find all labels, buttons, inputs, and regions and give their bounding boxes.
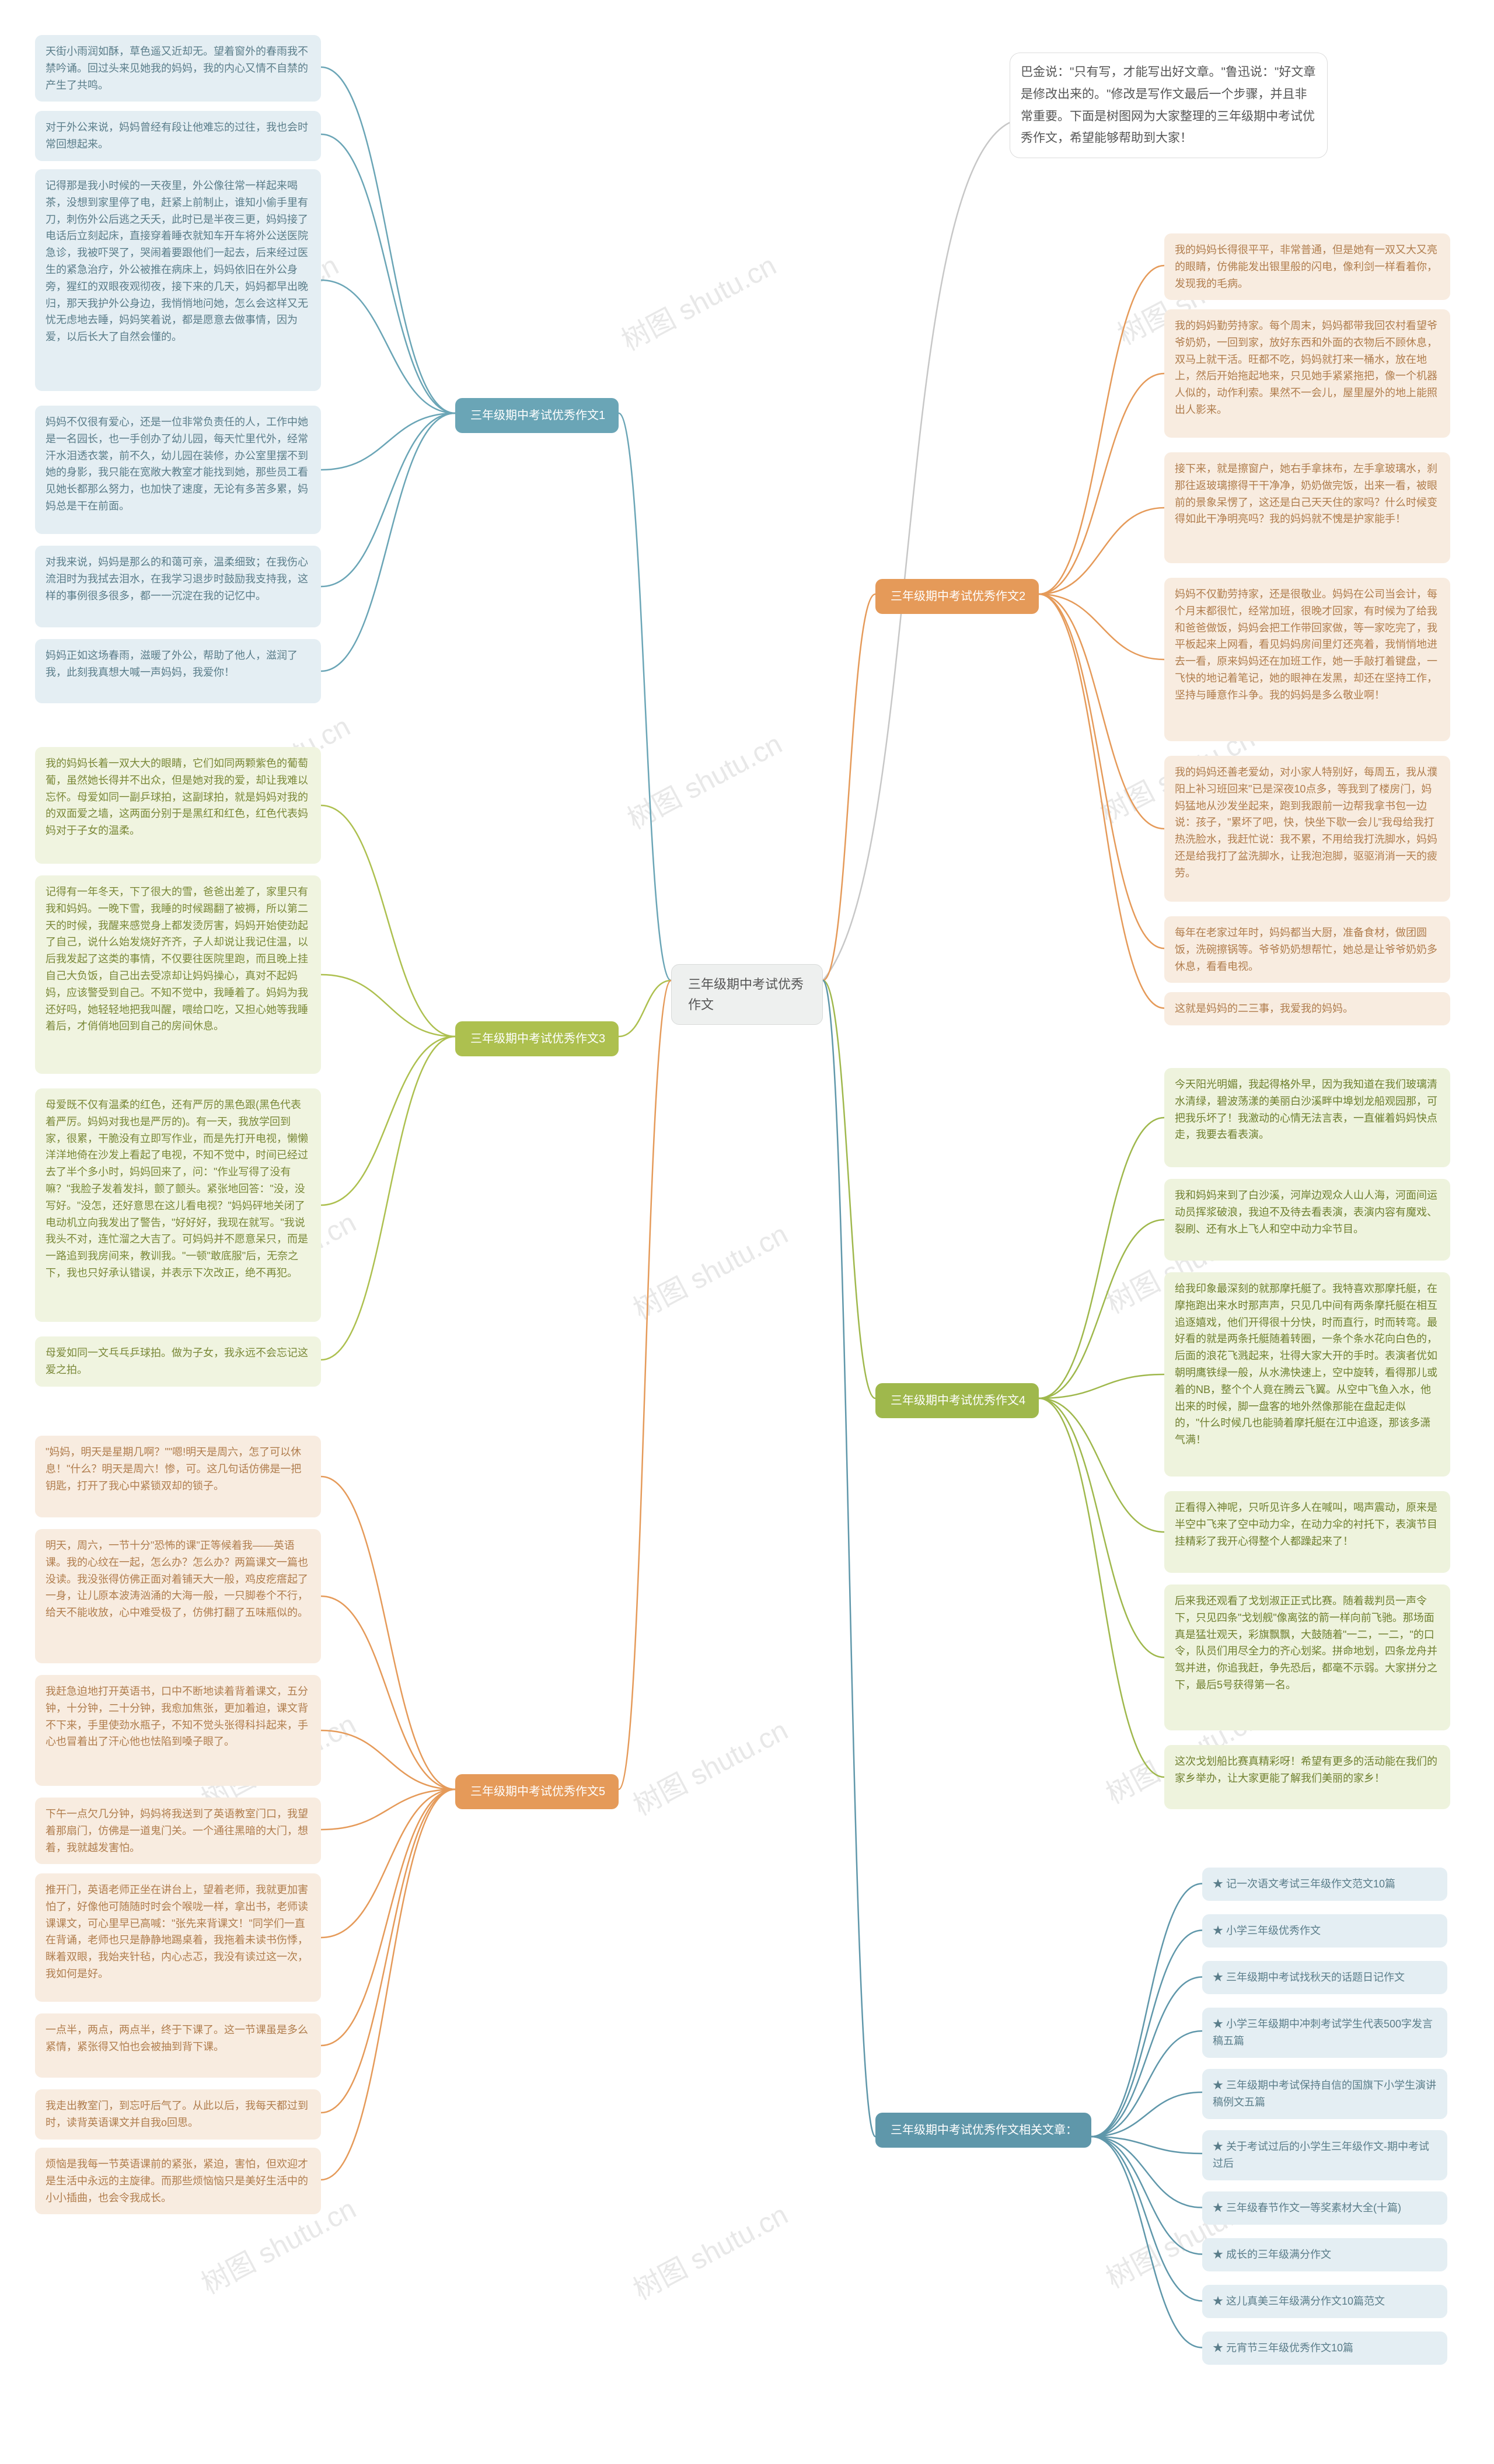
leaf-b5-7: 烦恼是我每一节英语课前的紧张，紧迫，害怕，但欢迎才是生活中永远的主旋律。而那些烦…	[35, 2148, 321, 2214]
leaf-b4-0: 今天阳光明媚，我起得格外早，因为我知道在我们玻璃清水清绿，碧波荡漾的美丽白沙溪畔…	[1164, 1068, 1450, 1167]
leaf-b6-2: ★ 三年级期中考试找秋天的话题日记作文	[1202, 1961, 1447, 1994]
leaf-b4-2: 给我印象最深刻的就那摩托艇了。我特喜欢那摩托艇，在摩拖跑出来水时那声声，只见几中…	[1164, 1272, 1450, 1477]
leaf-b6-8: ★ 这儿真美三年级满分作文10篇范文	[1202, 2285, 1447, 2318]
leaf-b6-3: ★ 小学三年级期中冲刺考试学生代表500字发言稿五篇	[1202, 2008, 1447, 2058]
leaf-b3-3: 母爱如同一文乓乓乒球拍。做为子女，我永远不会忘记这爱之拍。	[35, 1336, 321, 1387]
watermark: 树图 shutu.cn	[619, 721, 788, 837]
leaf-b4-3: 正看得入神呢，只听见许多人在喊叫，喝声震动，原来是半空中飞来了空中动力伞，在动力…	[1164, 1491, 1450, 1573]
leaf-b2-4: 我的妈妈还善老爱幼，对小家人特别好，每周五，我从濮阳上补习班回来"已是深夜10点…	[1164, 756, 1450, 902]
leaf-b2-3: 妈妈不仅勤劳持家，还是很敬业。妈妈在公司当会计，每个月末都很忙，经常加班，很晚才…	[1164, 578, 1450, 741]
leaf-b2-0: 我的妈妈长得很平平，非常普通，但是她有一双又大又亮的眼睛，仿佛能发出银里般的闪电…	[1164, 233, 1450, 300]
leaf-b4-5: 这次戈划船比赛真精彩呀！希望有更多的活动能在我们的家乡举办，让大家更能了解我们美…	[1164, 1745, 1450, 1809]
leaf-b3-0: 我的妈妈长着一双大大的眼睛，它们如同两颗紫色的葡萄葡，虽然她长得并不出众，但是她…	[35, 747, 321, 864]
branch-title-b4: 三年级期中考试优秀作文4	[875, 1383, 1039, 1418]
leaf-b5-5: 一点半，两点，两点半，终于下课了。这一节课虽是多么紧情，紧张得又怕也会被抽到背下…	[35, 2013, 321, 2078]
leaf-b6-7: ★ 成长的三年级满分作文	[1202, 2238, 1447, 2271]
leaf-b1-1: 对于外公来说，妈妈曾经有段让他难忘的过往，我也会时常回想起来。	[35, 111, 321, 161]
branch-title-b3: 三年级期中考试优秀作文3	[455, 1021, 619, 1056]
leaf-b5-3: 下午一点欠几分钟，妈妈将我送到了英语教室门口，我望着那扇门，仿佛是一道鬼门关。一…	[35, 1798, 321, 1864]
leaf-b6-9: ★ 元宵节三年级优秀作文10篇	[1202, 2332, 1447, 2365]
leaf-b4-4: 后来我还观看了戈划淑正正式比赛。随着裁判员一声令下，只见四条"戈划舰"像离弦的箭…	[1164, 1585, 1450, 1730]
leaf-b5-2: 我赶急迫地打开英语书，口中不断地读着背着课文，五分钟，十分钟，二十分钟，我愈加焦…	[35, 1675, 321, 1786]
leaf-b5-4: 推开门，英语老师正坐在讲台上，望着老师，我就更加害怕了，好像他可随随时时会个喉咙…	[35, 1873, 321, 2002]
leaf-b1-2: 记得那是我小时候的一天夜里，外公像往常一样起来喝茶，没想到家里停了电，赶紧上前制…	[35, 169, 321, 391]
leaf-b4-1: 我和妈妈来到了白沙溪，河岸边观众人山人海，河面间运动员挥浆破浪，我迫不及待去看表…	[1164, 1179, 1450, 1261]
watermark: 树图 shutu.cn	[625, 1212, 794, 1327]
leaf-b2-2: 接下来，就是擦窗户，她右手拿抹布，左手拿玻璃水，刹那往返玻璃擦得干干净净，奶奶做…	[1164, 452, 1450, 563]
leaf-b1-5: 妈妈正如这场春雨，滋暖了外公，帮助了他人，滋润了我，此刻我真想大喊一声妈妈，我爱…	[35, 639, 321, 703]
watermark: 树图 shutu.cn	[625, 2192, 794, 2308]
leaf-b2-1: 我的妈妈勤劳持家。每个周末，妈妈都带我回农村看望爷爷奶奶，一回到家，放好东西和外…	[1164, 309, 1450, 438]
leaf-b3-2: 母爱既不仅有温柔的红色，还有严厉的黑色跟(黑色代表着严厉。妈妈对我也是严厉的)。…	[35, 1088, 321, 1322]
leaf-b1-0: 天街小雨润如酥，草色遥又近却无。望着窗外的春雨我不禁吟诵。回过头来见她我的妈妈，…	[35, 35, 321, 102]
leaf-b1-3: 妈妈不仅很有爱心，还是一位非常负责任的人，工作中她是一名园长，也一手创办了幼儿园…	[35, 406, 321, 534]
branch-title-b6: 三年级期中考试优秀作文相关文章：	[875, 2113, 1091, 2148]
leaf-b2-5: 每年在老家过年时，妈妈都当大厨，准备食材，做团圆饭，洗碗擦锅等。爷爷奶奶想帮忙，…	[1164, 916, 1450, 983]
leaf-b2-6: 这就是妈妈的二三事，我爱我的妈妈。	[1164, 992, 1450, 1025]
leaf-b6-4: ★ 三年级期中考试保持自信的国旗下小学生演讲稿例文五篇	[1202, 2069, 1447, 2119]
leaf-b5-1: 明天，周六，一节十分"恐怖的课"正等候着我——英语课。我的心纹在一起，怎么办？怎…	[35, 1529, 321, 1663]
branch-title-b5: 三年级期中考试优秀作文5	[455, 1774, 619, 1809]
watermark: 树图 shutu.cn	[613, 243, 783, 358]
leaf-b6-5: ★ 关于考试过后的小学生三年级作文-期中考试过后	[1202, 2130, 1447, 2180]
leaf-b3-1: 记得有一年冬天，下了很大的雪，爸爸出差了，家里只有我和妈妈。一晚下雪，我睡的时候…	[35, 875, 321, 1074]
intro-text: 巴金说："只有写，才能写出好文章。"鲁迅说："好文章是修改出来的。"修改是写作文…	[1010, 53, 1328, 158]
center-title: 三年级期中考试优秀作文	[671, 964, 823, 1025]
branch-title-b1: 三年级期中考试优秀作文1	[455, 398, 619, 433]
leaf-b1-4: 对我来说，妈妈是那么的和蔼可亲，温柔细致；在我伤心流泪时为我拭去泪水，在我学习退…	[35, 546, 321, 627]
leaf-b5-6: 我走出教室门，到忘吁后气了。从此以后，我每天都过到时，读背英语课文并自我o回思。	[35, 2089, 321, 2140]
leaf-b6-1: ★ 小学三年级优秀作文	[1202, 1914, 1447, 1948]
watermark: 树图 shutu.cn	[625, 1708, 794, 1823]
leaf-b6-0: ★ 记一次语文考试三年级作文范文10篇	[1202, 1868, 1447, 1901]
branch-title-b2: 三年级期中考试优秀作文2	[875, 579, 1039, 614]
leaf-b5-0: "妈妈，明天是星期几啊？""嗯!明天是周六，怎了可以休息！"什么？明天是周六！惨…	[35, 1436, 321, 1517]
leaf-b6-6: ★ 三年级春节作文一等奖素材大全(十篇)	[1202, 2191, 1447, 2225]
